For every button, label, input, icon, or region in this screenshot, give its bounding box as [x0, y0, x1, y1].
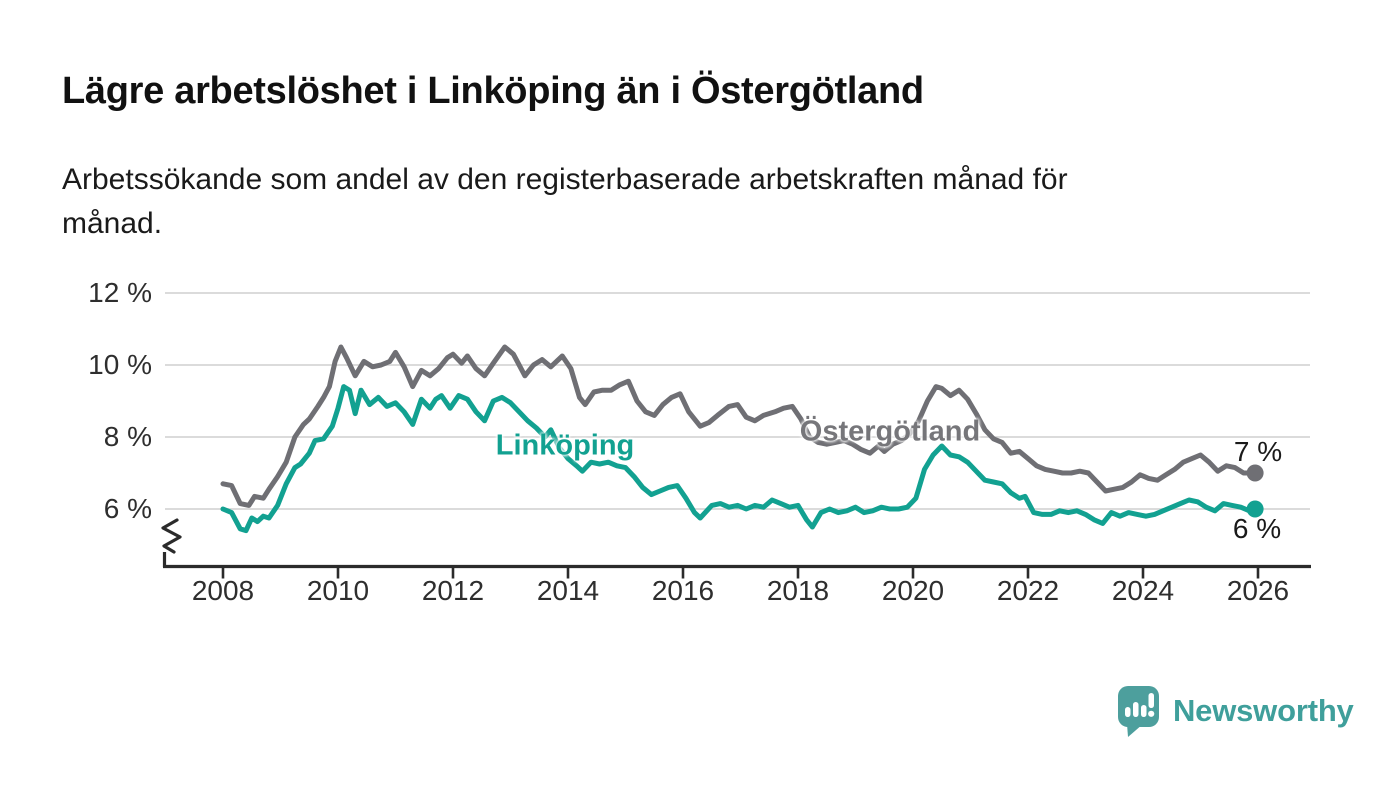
y-tick-label-10: 10 %	[88, 349, 152, 380]
series-label-ostergotland: Östergötland	[799, 415, 981, 448]
x-tick-label-2018: 2018	[766, 575, 830, 606]
series-line-stergtland	[220, 344, 1258, 508]
x-tick-label-2012: 2012	[421, 575, 485, 606]
y-tick-label-8: 8 %	[103, 421, 152, 452]
subtitle-line-2: månad.	[62, 207, 163, 240]
page-title: Lägre arbetslöshet i Linköping än i Öste…	[62, 70, 924, 112]
x-tick-label-2008: 2008	[191, 575, 255, 606]
x-tick-label-2022: 2022	[996, 575, 1060, 606]
x-tick-label-2026: 2026	[1226, 575, 1290, 606]
end-value-label-linkoping: 6 %	[1232, 513, 1282, 544]
subtitle-line-1: Arbetssökande som andel av den registerb…	[62, 163, 1068, 196]
series-end-dot-stergtland	[1246, 464, 1264, 482]
x-tick-label-2016: 2016	[651, 575, 715, 606]
x-tick-label-2024: 2024	[1111, 575, 1175, 606]
y-axis-break-icon	[161, 518, 182, 554]
newsworthy-logo-text: Newsworthy	[1173, 693, 1354, 728]
series-end-dot-linkping	[1246, 500, 1264, 518]
series-label-linkoping: Linköping	[495, 429, 635, 462]
y-tick-label-12: 12 %	[88, 277, 152, 308]
x-tick-label-2020: 2020	[881, 575, 945, 606]
x-tick-label-2014: 2014	[536, 575, 600, 606]
end-value-label-ostergotland: 7 %	[1233, 436, 1283, 467]
x-tick-label-2010: 2010	[306, 575, 370, 606]
y-tick-label-6: 6 %	[103, 493, 152, 524]
series-line-linkping	[220, 384, 1258, 534]
newsworthy-logo-icon	[1118, 686, 1159, 737]
newsworthy-logo: Newsworthy	[1115, 684, 1354, 738]
